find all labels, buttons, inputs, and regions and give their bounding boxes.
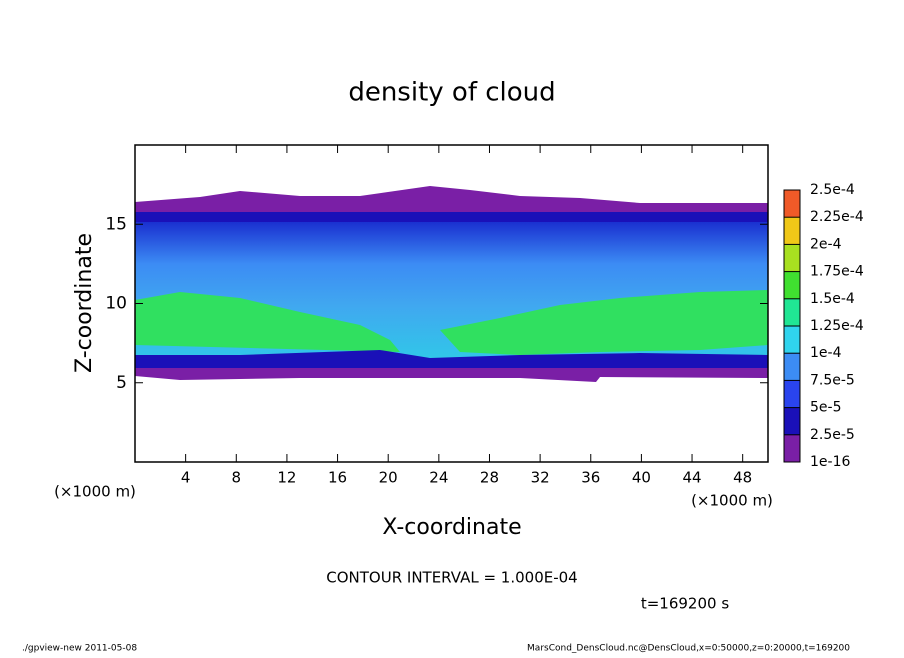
colorbar-label: 5e-5 bbox=[810, 400, 841, 416]
colorbar-band bbox=[784, 434, 800, 462]
x-unit: (×1000 m) bbox=[691, 492, 773, 510]
colorbar-band bbox=[784, 407, 800, 435]
x-tick-label: 24 bbox=[429, 469, 448, 487]
colorbar-label: 2.5e-5 bbox=[810, 427, 855, 443]
colorbar-label: 1.75e-4 bbox=[810, 264, 864, 280]
x-tick-label: 44 bbox=[682, 469, 701, 487]
colorbar-band bbox=[784, 244, 800, 272]
footer-left: ./gpview-new 2011-05-08 bbox=[22, 644, 137, 654]
colorbar-label: 2e-4 bbox=[810, 236, 842, 252]
colorbar-label: 1.25e-4 bbox=[810, 318, 864, 334]
x-tick-label: 16 bbox=[328, 469, 347, 487]
colorbar-frame bbox=[783, 189, 801, 463]
x-unit: (×1000 m) bbox=[54, 483, 136, 501]
colorbar-band bbox=[784, 190, 800, 218]
colorbar-label: 2.25e-4 bbox=[810, 209, 864, 225]
time-label: t=169200 s bbox=[641, 595, 729, 613]
chart-title: density of cloud bbox=[348, 78, 555, 108]
x-tick-label: 4 bbox=[181, 469, 191, 487]
colorbar-label: 2.5e-4 bbox=[810, 182, 855, 198]
y-tick-label: 15 bbox=[105, 214, 127, 234]
x-tick-label: 28 bbox=[480, 469, 499, 487]
x-tick-label: 20 bbox=[379, 469, 398, 487]
colorbar-band bbox=[784, 217, 800, 245]
footer-right: MarsCond_DensCloud.nc@DensCloud,x=0:5000… bbox=[527, 644, 850, 654]
contour-interval: CONTOUR INTERVAL = 1.000E-04 bbox=[326, 569, 577, 587]
colorbar-label: 1e-16 bbox=[810, 454, 850, 470]
x-tick-label: 48 bbox=[733, 469, 752, 487]
colorbar-label: 7.5e-5 bbox=[810, 372, 855, 388]
x-tick-label: 8 bbox=[232, 469, 242, 487]
colorbar-band bbox=[784, 380, 800, 408]
colorbar-band bbox=[784, 271, 800, 299]
x-tick-label: 12 bbox=[277, 469, 296, 487]
colorbar-band bbox=[784, 353, 800, 381]
y-axis-label: Z-coordinate bbox=[72, 233, 97, 373]
x-tick-label: 32 bbox=[531, 469, 550, 487]
colorbar-band bbox=[784, 298, 800, 326]
colorbar-label: 1e-4 bbox=[810, 345, 842, 361]
field bbox=[135, 186, 768, 382]
colorbar-band bbox=[784, 326, 800, 354]
colorbar-label: 1.5e-4 bbox=[810, 291, 855, 307]
x-axis-label: X-coordinate bbox=[382, 515, 521, 540]
x-tick-label: 36 bbox=[581, 469, 600, 487]
y-tick-label: 10 bbox=[105, 294, 127, 314]
y-tick-label: 5 bbox=[116, 373, 127, 393]
x-tick-label: 40 bbox=[632, 469, 651, 487]
